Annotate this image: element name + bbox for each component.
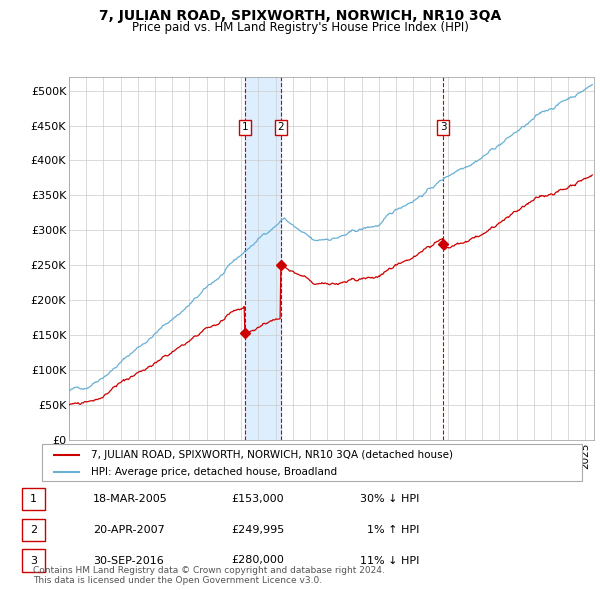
Text: 1% ↑ HPI: 1% ↑ HPI (360, 525, 419, 535)
Text: £280,000: £280,000 (231, 556, 284, 565)
Text: HPI: Average price, detached house, Broadland: HPI: Average price, detached house, Broa… (91, 467, 337, 477)
Text: 18-MAR-2005: 18-MAR-2005 (93, 494, 168, 504)
Text: 2: 2 (277, 123, 284, 133)
Text: 20-APR-2007: 20-APR-2007 (93, 525, 165, 535)
Text: 3: 3 (440, 123, 446, 133)
Text: 3: 3 (30, 556, 37, 565)
Text: 7, JULIAN ROAD, SPIXWORTH, NORWICH, NR10 3QA: 7, JULIAN ROAD, SPIXWORTH, NORWICH, NR10… (99, 9, 501, 23)
Bar (245, 77, 281, 440)
Text: 7, JULIAN ROAD, SPIXWORTH, NORWICH, NR10 3QA (detached house): 7, JULIAN ROAD, SPIXWORTH, NORWICH, NR10… (91, 450, 452, 460)
Text: £153,000: £153,000 (231, 494, 284, 504)
Text: 11% ↓ HPI: 11% ↓ HPI (360, 556, 419, 565)
Text: 1: 1 (30, 494, 37, 504)
Text: 1: 1 (241, 123, 248, 133)
Text: Price paid vs. HM Land Registry's House Price Index (HPI): Price paid vs. HM Land Registry's House … (131, 21, 469, 34)
Text: Contains HM Land Registry data © Crown copyright and database right 2024.
This d: Contains HM Land Registry data © Crown c… (33, 566, 385, 585)
Text: 2: 2 (30, 525, 37, 535)
Text: £249,995: £249,995 (231, 525, 284, 535)
Text: 30-SEP-2016: 30-SEP-2016 (93, 556, 164, 565)
Text: 30% ↓ HPI: 30% ↓ HPI (360, 494, 419, 504)
